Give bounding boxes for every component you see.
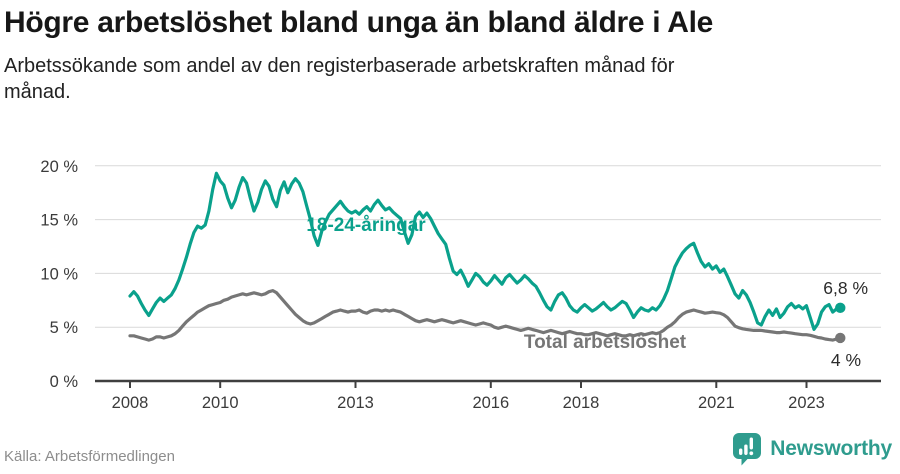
series-label-youth: 18-24-åringar (306, 215, 426, 236)
page-subtitle: Arbetssökande som andel av den registerb… (4, 54, 675, 103)
newsworthy-logo-link[interactable]: Newsworthy (732, 432, 892, 466)
end-value-label-youth: 6,8 % (823, 278, 868, 298)
series-line-youth (128, 171, 842, 331)
x-tick-label: 2010 (202, 394, 239, 412)
series-end-dot-youth (835, 302, 846, 314)
series-label-total: Total arbetslöshet (524, 332, 687, 353)
series-end-dot-total (835, 332, 846, 344)
y-tick-label: 20 % (40, 158, 78, 176)
y-tick-label: 0 % (50, 373, 79, 391)
source-note: Källa: Arbetsförmedlingen (4, 448, 175, 465)
x-tick-label: 2018 (563, 394, 600, 412)
x-tick-label: 2023 (788, 394, 825, 412)
newsworthy-icon (733, 433, 762, 466)
x-tick-label: 2008 (112, 394, 149, 412)
y-tick-label: 10 % (40, 265, 78, 283)
end-value-label-total: 4 % (831, 350, 861, 370)
page-title: Högre arbetslöshet bland unga än bland ä… (4, 6, 714, 39)
chart-header: Högre arbetslöshet bland unga än bland ä… (4, 6, 874, 105)
series-line-total (128, 289, 842, 342)
newsworthy-wordmark: Newsworthy (770, 437, 892, 460)
x-tick-label: 2021 (698, 394, 735, 412)
y-tick-label: 5 % (50, 319, 79, 337)
y-tick-label: 15 % (40, 212, 78, 230)
x-tick-label: 2013 (337, 394, 374, 412)
x-tick-label: 2016 (472, 394, 509, 412)
